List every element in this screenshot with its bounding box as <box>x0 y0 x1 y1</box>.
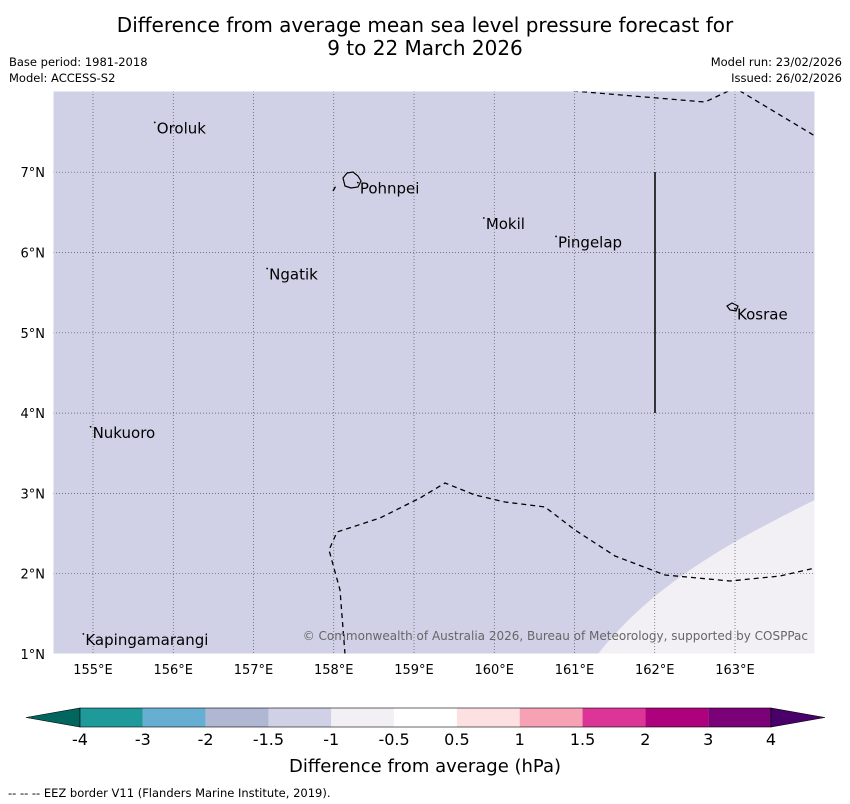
place-marker <box>482 217 485 219</box>
colorbar-tick-label: 1 <box>515 730 525 749</box>
eez-legend: -- -- -- EEZ border V11 (Flanders Marine… <box>8 786 331 800</box>
colorbar-tick-label: -1.5 <box>253 730 284 749</box>
model-run-date: Model run: 23/02/2026 <box>710 55 842 69</box>
place-label: Kapingamarangi <box>85 631 208 649</box>
place-marker <box>266 267 269 270</box>
colorbar-tick-label: -3 <box>135 730 151 749</box>
lon-tick-label: 161°E <box>555 663 595 678</box>
place-marker <box>356 181 359 184</box>
colorbar-segment <box>268 708 332 727</box>
lat-tick-label: 3°N <box>21 487 46 502</box>
colorbar-low-extend <box>25 707 81 728</box>
colorbar-tick-label: -4 <box>72 730 88 749</box>
colorbar: -4 -3 -2 -1.5 -1 -0.5 0.5 1 1.5 2 3 4 <box>25 707 826 749</box>
place-marker <box>734 307 736 310</box>
colorbar-tick-label: -1 <box>323 730 339 749</box>
lat-tick-label: 2°N <box>21 568 46 583</box>
place-label: Nukuoro <box>93 424 156 442</box>
place-label: Pohnpei <box>360 180 420 198</box>
colorbar-segment <box>456 708 520 727</box>
model-name: Model: ACCESS-S2 <box>9 71 116 85</box>
place-label: Pingelap <box>558 233 622 251</box>
lat-tick-label: 6°N <box>21 247 46 262</box>
place-labels: Oroluk Pohnpei Mokil Pingelap Ngatik Kosrae Nu… <box>82 119 788 649</box>
colorbar-segment <box>331 708 395 727</box>
eez-border-south <box>328 482 815 654</box>
colorbar-segment <box>205 708 269 727</box>
lon-tick-label: 160°E <box>474 663 514 678</box>
place-label: Kosrae <box>737 306 788 324</box>
chart-title-line-2: 9 to 22 March 2026 <box>327 36 523 60</box>
chart-title-line-1: Difference from average mean sea level p… <box>116 13 734 37</box>
colorbar-tick-label: 3 <box>703 730 713 749</box>
place-marker <box>153 121 156 124</box>
axis-ticks: 155°E 156°E 157°E 158°E 159°E 160°E 161°E 162°E… <box>21 166 755 678</box>
eez-border-pohnpei-fragment <box>332 183 338 192</box>
issued-date: Issued: 26/02/2026 <box>731 71 842 85</box>
colorbar-tick-label: -0.5 <box>378 730 409 749</box>
lat-tick-label: 7°N <box>21 166 46 181</box>
colorbar-segment <box>582 708 646 727</box>
place-marker <box>555 235 557 238</box>
colorbar-segment <box>394 708 457 727</box>
lon-tick-label: 162°E <box>635 663 675 678</box>
place-marker <box>89 425 92 428</box>
colorbar-tick-label: 4 <box>766 730 776 749</box>
kosrae-island <box>726 302 739 312</box>
lon-tick-label: 156°E <box>153 663 193 678</box>
colorbar-tick-label: 0.5 <box>444 730 469 749</box>
colorbar-segment <box>519 708 583 727</box>
colorbar-outline <box>79 707 772 728</box>
lon-tick-label: 155°E <box>73 663 113 678</box>
copyright-notice: © Commonwealth of Australia 2026, Bureau… <box>303 629 808 643</box>
pohnpei-island <box>342 171 362 189</box>
map-frame <box>52 90 816 655</box>
colorbar-segment <box>80 708 143 727</box>
place-label: Mokil <box>486 215 525 233</box>
lon-tick-label: 163°E <box>715 663 755 678</box>
place-marker <box>82 633 85 635</box>
colorbar-segment <box>142 708 206 727</box>
base-period: Base period: 1981-2018 <box>9 55 148 69</box>
lon-tick-label: 157°E <box>234 663 274 678</box>
place-label: Oroluk <box>157 119 206 137</box>
map-background <box>53 91 815 654</box>
lon-tick-label: 158°E <box>314 663 354 678</box>
lat-tick-label: 5°N <box>21 327 46 342</box>
anomaly-region-minus-0.5 <box>598 500 815 654</box>
lat-tick-label: 1°N <box>21 648 46 663</box>
colorbar-segment <box>708 708 771 727</box>
colorbar-tick-label: 1.5 <box>570 730 595 749</box>
lon-tick-label: 159°E <box>394 663 434 678</box>
lat-tick-label: 4°N <box>21 407 46 422</box>
colorbar-tick-label: 2 <box>640 730 650 749</box>
colorbar-tick-label: -2 <box>198 730 214 749</box>
colorbar-segment <box>645 708 709 727</box>
place-label: Ngatik <box>269 266 318 284</box>
colorbar-high-extend <box>770 707 826 728</box>
eez-border-north <box>572 91 815 137</box>
colorbar-title: Difference from average (hPa) <box>289 756 561 777</box>
